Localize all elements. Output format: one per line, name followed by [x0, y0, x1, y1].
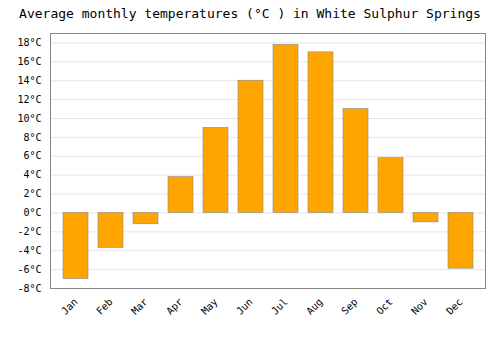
svg-text:Aug: Aug — [304, 296, 325, 317]
svg-text:6°C: 6°C — [23, 150, 41, 161]
svg-text:Mar: Mar — [129, 296, 150, 317]
svg-text:Oct: Oct — [374, 296, 395, 317]
svg-text:10°C: 10°C — [17, 113, 41, 124]
svg-text:-2°C: -2°C — [17, 226, 41, 237]
svg-text:Jul: Jul — [269, 296, 290, 317]
svg-text:8°C: 8°C — [23, 132, 41, 143]
svg-text:Feb: Feb — [94, 296, 115, 317]
svg-text:Apr: Apr — [164, 296, 185, 317]
svg-text:16°C: 16°C — [17, 56, 41, 67]
svg-text:-8°C: -8°C — [17, 283, 41, 294]
svg-text:2°C: 2°C — [23, 188, 41, 199]
svg-text:-6°C: -6°C — [17, 264, 41, 275]
svg-text:Jun: Jun — [234, 296, 255, 317]
svg-text:18°C: 18°C — [17, 37, 41, 48]
svg-text:Sep: Sep — [339, 296, 360, 317]
svg-text:12°C: 12°C — [17, 94, 41, 105]
svg-text:Nov: Nov — [409, 296, 430, 317]
svg-text:-4°C: -4°C — [17, 245, 41, 256]
svg-text:May: May — [199, 296, 220, 317]
svg-text:Dec: Dec — [444, 296, 465, 317]
html-text:Average monthly temperatures (: Average monthly temperatures (°C ) in Wh… — [19, 6, 481, 21]
svg-text:0°C: 0°C — [23, 207, 41, 218]
svg-text:14°C: 14°C — [17, 75, 41, 86]
svg-text:4°C: 4°C — [23, 169, 41, 180]
svg-text:Jan: Jan — [59, 296, 80, 317]
